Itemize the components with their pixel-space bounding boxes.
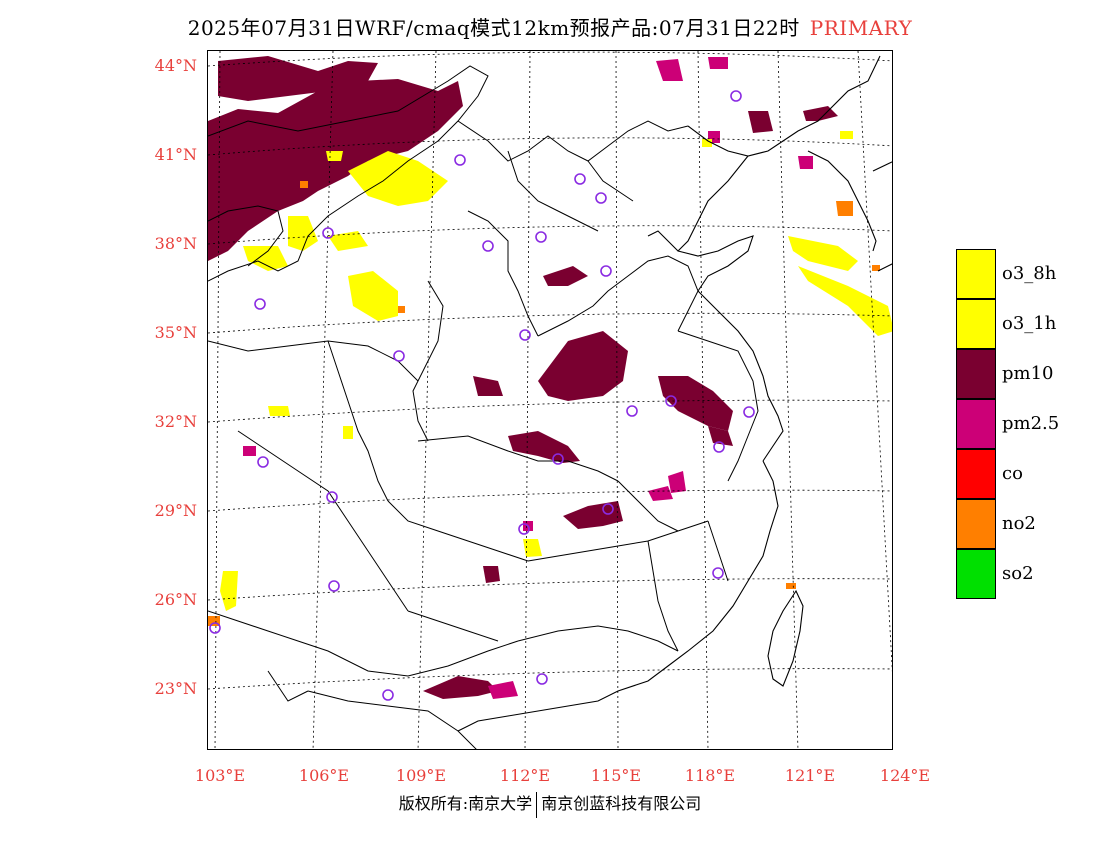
legend-label: no2: [1002, 513, 1036, 534]
legend-label: pm2.5: [1002, 413, 1060, 434]
legend-swatch: [956, 449, 996, 499]
legend-label: o3_8h: [1002, 263, 1057, 284]
legend-label: pm10: [1002, 363, 1054, 384]
taiwan-outline: [767, 589, 804, 687]
lon-label-106: 106°E: [298, 766, 350, 785]
graticule: [208, 51, 892, 749]
legend-swatch: [956, 549, 996, 599]
lat-label-41: 41°N: [154, 145, 197, 164]
map-title: 2025年07月31日WRF/cmaq模式12km预报产品:07月31日22时 P…: [0, 12, 1100, 41]
lon-label-118: 118°E: [684, 766, 736, 785]
lon-label-103: 103°E: [194, 766, 246, 785]
o3-areas: [220, 131, 892, 611]
lat-label-44: 44°N: [154, 56, 197, 75]
legend-swatch: [956, 299, 996, 349]
lat-label-32: 32°N: [154, 412, 197, 431]
lon-label-121: 121°E: [784, 766, 836, 785]
lat-label-29: 29°N: [154, 501, 197, 520]
legend-swatch: [956, 349, 996, 399]
lat-label-23: 23°N: [154, 679, 197, 698]
lat-label-26: 26°N: [154, 590, 197, 609]
copyright-footer: 版权所有:南京大学 南京创蓝科技有限公司: [0, 790, 1100, 818]
copyright-separator: [536, 791, 538, 818]
legend-label: o3_1h: [1002, 313, 1057, 334]
monitoring-stations: [209, 90, 755, 701]
lon-label-115: 115°E: [590, 766, 642, 785]
lat-label-38: 38°N: [154, 234, 197, 253]
copyright-owner: 版权所有:南京大学: [398, 794, 533, 813]
lat-label-35: 35°N: [154, 323, 197, 342]
copyright-company: 南京创蓝科技有限公司: [541, 794, 702, 813]
no2-areas: [208, 181, 880, 626]
legend-label: so2: [1002, 563, 1034, 584]
lon-label-112: 112°E: [499, 766, 551, 785]
pollution-map: [208, 51, 892, 749]
legend-swatch: [956, 499, 996, 549]
map-panel[interactable]: [207, 50, 893, 750]
lon-label-109: 109°E: [395, 766, 447, 785]
title-primary-tag: PRIMARY: [809, 16, 913, 40]
pm10-areas: [208, 56, 838, 699]
lon-label-124: 124°E: [879, 766, 931, 785]
legend-swatch: [956, 399, 996, 449]
title-text: 2025年07月31日WRF/cmaq模式12km预报产品:07月31日22时: [187, 16, 800, 40]
legend-swatch: [956, 249, 996, 299]
legend-label: co: [1002, 463, 1023, 484]
